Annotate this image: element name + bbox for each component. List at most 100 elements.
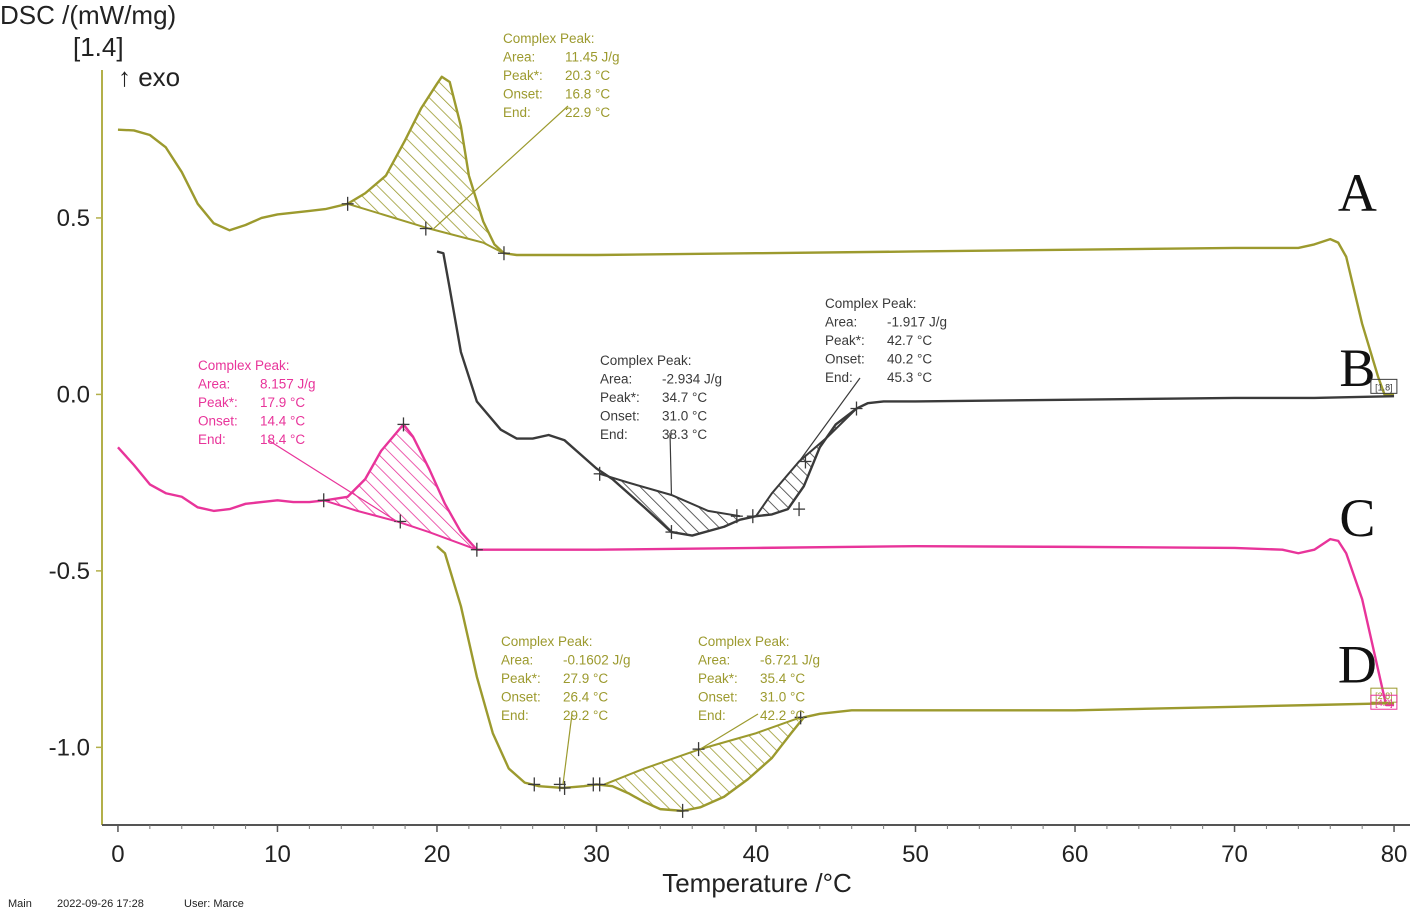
hatched-peak-B <box>599 473 741 536</box>
curve-label-D: D <box>1338 634 1377 694</box>
annotation-peak-label: Peak*: <box>600 390 640 405</box>
end-tag-box <box>1370 378 1398 394</box>
annotation-leader <box>798 377 861 462</box>
annotation-area-value: 11.45 J/g <box>565 50 620 65</box>
annotation-peak-value: 35.4 °C <box>760 671 805 686</box>
annotation-end-value: 45.3 °C <box>887 370 932 385</box>
annotation-area-value: -1.917 J/g <box>887 315 947 330</box>
annotation-end-value: 29.2 °C <box>563 708 608 723</box>
annotation-title-label: Complex Peak: <box>198 358 290 373</box>
annotation-leader <box>669 432 673 496</box>
annotation-D: Complex Peak: Area: -0.1602 J/g Peak*: 27.9 … <box>501 634 631 785</box>
peak-marker <box>593 777 606 792</box>
annotation-title-label: Complex Peak: <box>600 353 692 368</box>
curve-label-B: B <box>1339 338 1375 398</box>
footer-user: User: Marce <box>184 898 244 910</box>
annotation-title-label: Complex Peak: <box>503 31 595 46</box>
y-tick-label: -0.5 <box>49 558 90 585</box>
x-tick-label: 0 <box>111 841 124 868</box>
x-tick-label: 70 <box>1221 841 1248 868</box>
peak-annotations: Complex Peak: Area: 11.45 J/g Peak*: 20.3 °C… <box>198 31 947 785</box>
peak-marker <box>793 502 806 517</box>
end-tag: [1.8] <box>1370 378 1398 394</box>
annotation-peak-label: Peak*: <box>501 671 541 686</box>
annotation-peak-label: Peak*: <box>825 333 865 348</box>
annotation-end-label: End: <box>501 708 529 723</box>
peak-marker <box>730 509 743 524</box>
peak-marker <box>317 493 330 508</box>
annotation-onset-value: 31.0 °C <box>760 690 805 705</box>
peak-marker <box>692 742 705 757</box>
end-tag-label: [1.8] <box>1375 382 1393 392</box>
annotation-area-label: Area: <box>600 372 632 387</box>
series-line-B <box>436 250 1395 537</box>
annotation-leader <box>267 439 398 522</box>
peak-marker <box>665 525 678 540</box>
peak-marker <box>850 401 863 416</box>
exo-direction-label: ↑ exo <box>118 62 180 92</box>
hatched-peak-C <box>323 424 477 550</box>
annotation-A: Complex Peak: Area: 11.45 J/g Peak*: 20.3 °C… <box>433 31 620 229</box>
annotation-onset-value: 31.0 °C <box>662 409 707 424</box>
y-tick-label: 0.0 <box>57 381 90 408</box>
x-tick-label: 60 <box>1062 841 1089 868</box>
end-tag-label: [2.8] <box>1375 691 1393 701</box>
annotation-end-value: 22.9 °C <box>565 105 610 120</box>
annotation-peak-value: 42.7 °C <box>887 333 932 348</box>
annotation-onset-label: Onset: <box>198 414 238 429</box>
end-tag-label: [4.2] <box>1375 698 1393 708</box>
annotation-onset-label: Onset: <box>501 690 541 705</box>
x-tick-label: 10 <box>264 841 291 868</box>
peak-marker <box>794 710 807 725</box>
x-tick-label: 30 <box>583 841 610 868</box>
y-axis-scale-tag: [1.4] <box>73 32 124 62</box>
annotation-leader <box>699 713 759 750</box>
x-tick-label: 20 <box>424 841 451 868</box>
annotation-end-value: 38.3 °C <box>662 427 707 442</box>
annotation-peak-value: 27.9 °C <box>563 671 608 686</box>
annotation-peak-label: Peak*: <box>198 395 238 410</box>
y-tick-label: -1.0 <box>49 734 90 761</box>
annotation-peak-label: Peak*: <box>503 68 543 83</box>
x-axis-title: Temperature /°C <box>662 868 852 898</box>
annotation-title-label: Complex Peak: <box>825 296 917 311</box>
peak-marker <box>419 221 432 236</box>
annotation-area-label: Area: <box>698 653 730 668</box>
peak-markers <box>317 196 863 818</box>
series-lines <box>117 75 1395 813</box>
annotation-area-value: -0.1602 J/g <box>563 653 631 668</box>
curve-label-A: A <box>1338 163 1377 223</box>
x-tick-label: 80 <box>1381 841 1408 868</box>
annotation-end-value: 18.4 °C <box>260 432 305 447</box>
curve-labels: A B C D [1.8] [2.8][4.2] <box>1338 163 1398 710</box>
annotation-end-value: 42.2 °C <box>760 708 805 723</box>
peak-marker <box>528 777 541 792</box>
annotation-onset-label: Onset: <box>825 352 865 367</box>
annotation-area-value: -6.721 J/g <box>760 653 820 668</box>
end-tag-box <box>1370 694 1398 710</box>
annotation-area-label: Area: <box>198 377 230 392</box>
annotation-onset-value: 26.4 °C <box>563 690 608 705</box>
annotation-onset-value: 16.8 °C <box>565 87 610 102</box>
annotation-end-label: End: <box>825 370 853 385</box>
axes: 0 10 20 30 40 50 60 70 80 0.5 0.0 -0.5 -1.0 <box>49 70 1410 868</box>
annotation-leader <box>562 713 573 785</box>
annotation-onset-label: Onset: <box>600 409 640 424</box>
annotation-end-label: End: <box>198 432 226 447</box>
annotation-peak-label: Peak*: <box>698 671 738 686</box>
annotation-D: Complex Peak: Area: -6.721 J/g Peak*: 35.4 °… <box>698 634 820 750</box>
annotation-onset-value: 14.4 °C <box>260 414 305 429</box>
series-line-C <box>117 423 1395 707</box>
peak-marker <box>593 466 606 481</box>
footer-main: Main <box>8 898 32 910</box>
annotation-peak-value: 20.3 °C <box>565 68 610 83</box>
annotation-peak-value: 34.7 °C <box>662 390 707 405</box>
hatched-peak-D <box>604 717 801 811</box>
y-axis-title: DSC /(mW/mg) <box>0 0 176 30</box>
series-line-A <box>117 75 1395 396</box>
annotation-B: Complex Peak: Area: -1.917 J/g Peak*: 42.7 °… <box>798 296 947 462</box>
annotation-area-label: Area: <box>825 315 857 330</box>
annotation-B: Complex Peak: Area: -2.934 J/g Peak*: 34.7 °… <box>600 353 722 496</box>
annotation-peak-value: 17.9 °C <box>260 395 305 410</box>
